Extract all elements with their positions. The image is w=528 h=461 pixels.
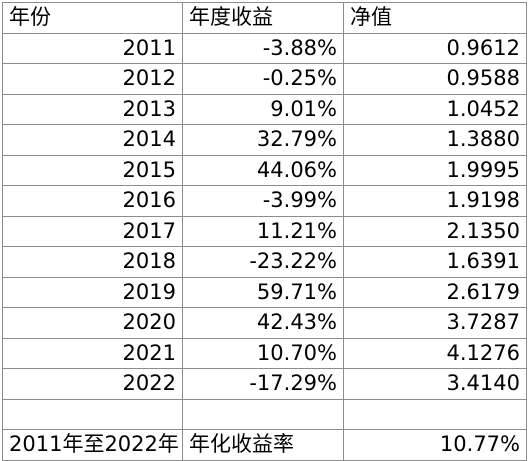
return-cell[interactable]: 11.21%: [182, 215, 344, 247]
table-row: 2014 32.79% 1.3880: [2, 124, 527, 156]
table-row: 2012 -0.25% 0.9588: [2, 63, 527, 95]
empty-cell[interactable]: [182, 398, 344, 430]
return-cell[interactable]: 10.70%: [182, 337, 344, 369]
return-cell[interactable]: -17.29%: [182, 368, 344, 400]
summary-row: 2011年至2022年 年化收益率 10.77%: [2, 429, 527, 461]
empty-cell[interactable]: [2, 398, 183, 430]
return-cell[interactable]: 9.01%: [182, 93, 344, 125]
empty-cell[interactable]: [343, 398, 527, 430]
table-row: 2013 9.01% 1.0452: [2, 93, 527, 125]
summary-value[interactable]: 10.77%: [343, 429, 527, 461]
table-row: 2016 -3.99% 1.9198: [2, 185, 527, 217]
table-row: 2011 -3.88% 0.9612: [2, 32, 527, 64]
table-row: 2018 -23.22% 1.6391: [2, 246, 527, 278]
year-cell[interactable]: 2016: [2, 185, 183, 217]
year-cell[interactable]: 2015: [2, 154, 183, 186]
return-cell[interactable]: -3.88%: [182, 32, 344, 64]
return-cell[interactable]: 44.06%: [182, 154, 344, 186]
summary-metric[interactable]: 年化收益率: [182, 429, 344, 461]
year-cell[interactable]: 2020: [2, 307, 183, 339]
year-cell[interactable]: 2011: [2, 32, 183, 64]
return-cell[interactable]: -0.25%: [182, 63, 344, 95]
empty-row: [2, 398, 527, 430]
return-cell[interactable]: 42.43%: [182, 307, 344, 339]
year-cell[interactable]: 2022: [2, 368, 183, 400]
table-row: 2015 44.06% 1.9995: [2, 154, 527, 186]
table-row: 2022 -17.29% 3.4140: [2, 368, 527, 400]
nav-cell[interactable]: 1.6391: [343, 246, 527, 278]
nav-cell[interactable]: 0.9588: [343, 63, 527, 95]
table-row: 2019 59.71% 2.6179: [2, 276, 527, 308]
year-cell[interactable]: 2012: [2, 63, 183, 95]
nav-cell[interactable]: 1.9198: [343, 185, 527, 217]
nav-cell[interactable]: 1.9995: [343, 154, 527, 186]
nav-cell[interactable]: 1.3880: [343, 124, 527, 156]
nav-cell[interactable]: 2.6179: [343, 276, 527, 308]
summary-period[interactable]: 2011年至2022年: [2, 429, 183, 461]
year-cell[interactable]: 2018: [2, 246, 183, 278]
return-cell[interactable]: 32.79%: [182, 124, 344, 156]
header-nav[interactable]: 净值: [343, 2, 527, 34]
return-cell[interactable]: -23.22%: [182, 246, 344, 278]
return-cell[interactable]: -3.99%: [182, 185, 344, 217]
nav-cell[interactable]: 3.7287: [343, 307, 527, 339]
nav-cell[interactable]: 4.1276: [343, 337, 527, 369]
table-row: 2020 42.43% 3.7287: [2, 307, 527, 339]
table-row: 2021 10.70% 4.1276: [2, 337, 527, 369]
return-cell[interactable]: 59.71%: [182, 276, 344, 308]
year-cell[interactable]: 2021: [2, 337, 183, 369]
nav-cell[interactable]: 3.4140: [343, 368, 527, 400]
header-annual-return[interactable]: 年度收益: [182, 2, 344, 34]
header-year[interactable]: 年份: [2, 2, 183, 34]
year-cell[interactable]: 2019: [2, 276, 183, 308]
year-cell[interactable]: 2017: [2, 215, 183, 247]
nav-cell[interactable]: 0.9612: [343, 32, 527, 64]
nav-cell[interactable]: 2.1350: [343, 215, 527, 247]
year-cell[interactable]: 2014: [2, 124, 183, 156]
table-row: 2017 11.21% 2.1350: [2, 215, 527, 247]
year-cell[interactable]: 2013: [2, 93, 183, 125]
nav-cell[interactable]: 1.0452: [343, 93, 527, 125]
header-row: 年份 年度收益 净值: [2, 2, 527, 34]
